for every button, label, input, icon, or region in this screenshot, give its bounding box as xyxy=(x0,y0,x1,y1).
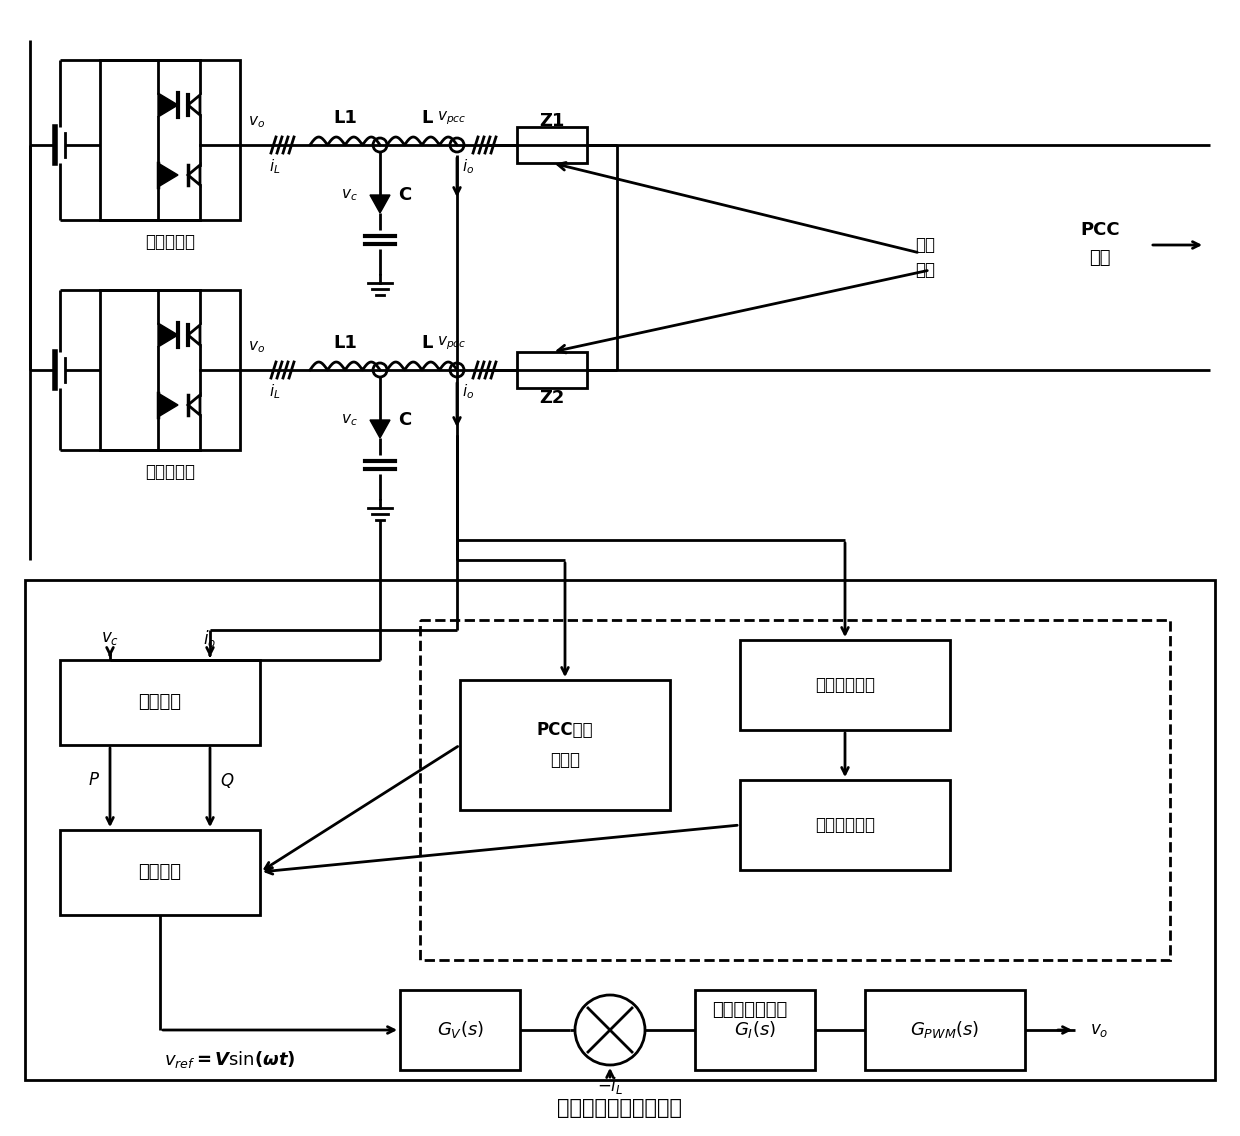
Text: 储能变流器: 储能变流器 xyxy=(145,463,195,481)
Text: $i_o$: $i_o$ xyxy=(203,627,217,649)
Text: L1: L1 xyxy=(334,334,357,352)
Text: 电压频率恢复: 电压频率恢复 xyxy=(815,816,875,834)
Text: 反馈法: 反馈法 xyxy=(551,751,580,769)
Text: Z1: Z1 xyxy=(539,112,564,130)
Text: Z2: Z2 xyxy=(539,389,564,407)
Text: $v_c$: $v_c$ xyxy=(100,629,119,648)
Text: 事件检测机制: 事件检测机制 xyxy=(815,676,875,694)
Polygon shape xyxy=(157,93,179,117)
Text: $i_o$: $i_o$ xyxy=(463,383,474,401)
Text: 储能变流器: 储能变流器 xyxy=(145,233,195,251)
Text: 阻抗: 阻抗 xyxy=(915,261,935,279)
Polygon shape xyxy=(370,195,391,214)
Text: $P$: $P$ xyxy=(88,771,100,790)
Bar xyxy=(694,989,815,1070)
Text: 电压电流双闭环: 电压电流双闭环 xyxy=(712,1001,787,1019)
Bar xyxy=(100,60,241,220)
Text: L: L xyxy=(422,109,433,127)
Text: 线路: 线路 xyxy=(915,236,935,254)
Bar xyxy=(60,660,260,745)
Bar xyxy=(420,620,1171,960)
Polygon shape xyxy=(157,323,179,346)
Text: $i_L$: $i_L$ xyxy=(269,158,280,176)
Text: $v_{pcc}$: $v_{pcc}$ xyxy=(438,334,466,352)
Text: $v_c$: $v_c$ xyxy=(341,412,358,428)
Text: L: L xyxy=(422,334,433,352)
Text: 下垂控制: 下垂控制 xyxy=(139,863,181,882)
Text: $i_L$: $i_L$ xyxy=(269,383,280,401)
Text: 单台变流器控制环结构: 单台变流器控制环结构 xyxy=(558,1099,682,1118)
Text: $v_c$: $v_c$ xyxy=(341,187,358,203)
Text: $G_V(s)$: $G_V(s)$ xyxy=(436,1019,484,1041)
Text: $-i_L$: $-i_L$ xyxy=(596,1075,624,1095)
Bar xyxy=(866,989,1025,1070)
Bar xyxy=(517,127,587,162)
Bar xyxy=(25,580,1215,1080)
Text: PCC: PCC xyxy=(1080,222,1120,239)
Polygon shape xyxy=(370,420,391,438)
Text: C: C xyxy=(398,411,412,429)
Text: $v_o$: $v_o$ xyxy=(248,115,265,130)
Bar xyxy=(100,290,241,450)
Text: 母线: 母线 xyxy=(1089,249,1111,267)
Text: $v_o$: $v_o$ xyxy=(1090,1021,1109,1039)
Text: $G_I(s)$: $G_I(s)$ xyxy=(734,1019,776,1041)
Text: $\boldsymbol{v_{ref}=V\sin(\omega t)}$: $\boldsymbol{v_{ref}=V\sin(\omega t)}$ xyxy=(164,1050,296,1070)
Text: $Q$: $Q$ xyxy=(219,770,234,790)
Text: $i_o$: $i_o$ xyxy=(463,158,474,176)
Bar xyxy=(740,640,950,730)
Bar xyxy=(460,680,670,810)
Text: $G_{PWM}(s)$: $G_{PWM}(s)$ xyxy=(910,1019,980,1041)
Text: $v_{pcc}$: $v_{pcc}$ xyxy=(438,109,466,127)
Bar xyxy=(740,780,950,870)
Text: 功率计算: 功率计算 xyxy=(139,693,181,711)
Bar xyxy=(517,352,587,389)
Text: C: C xyxy=(398,186,412,204)
Polygon shape xyxy=(157,393,179,417)
Bar xyxy=(401,989,520,1070)
Bar xyxy=(60,830,260,914)
Polygon shape xyxy=(157,162,179,187)
Text: $v_o$: $v_o$ xyxy=(248,340,265,356)
Text: PCC电压: PCC电压 xyxy=(537,721,593,740)
Text: L1: L1 xyxy=(334,109,357,127)
